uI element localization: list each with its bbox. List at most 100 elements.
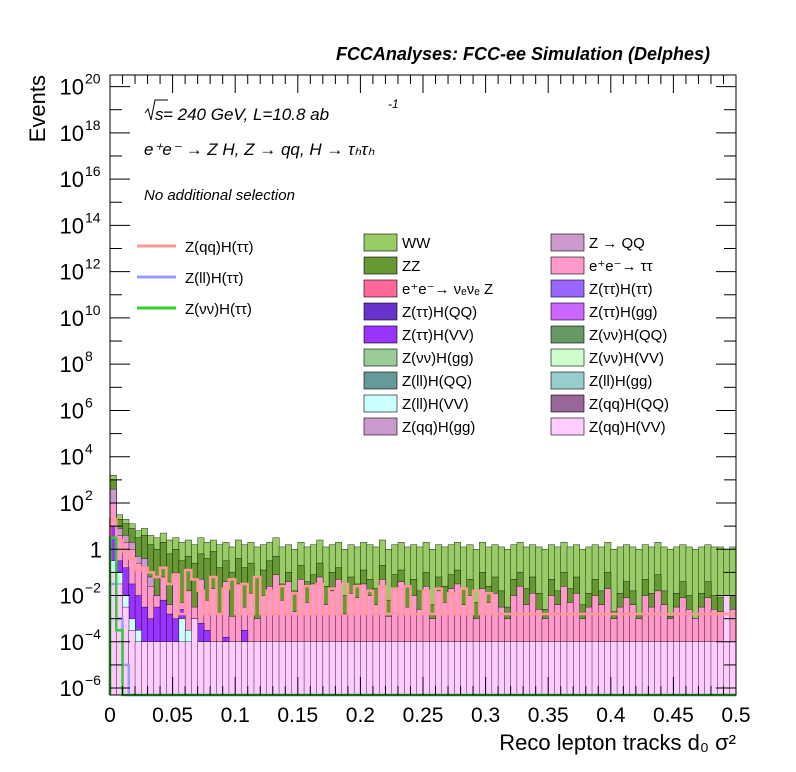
y-tick-exponent: 8	[85, 348, 93, 364]
bar-z-qq-h-vv-	[460, 641, 468, 696]
y-tick-exponent: 4	[85, 441, 93, 457]
y-tick-label: 1	[90, 537, 102, 562]
bar-z-qq-h-vv-	[385, 641, 393, 696]
y-tick-label: 10 20	[60, 71, 101, 100]
bar-z-qq-h-vv-	[184, 641, 192, 696]
bar-z-qq-h-vv-	[648, 641, 656, 696]
axes: 0 0.05 0.1 0.15 0.2 0.25 0.3 0.35 0.4 0.45 0.510 −6…	[60, 71, 751, 727]
bar-z-qq-h-vv-	[604, 641, 612, 696]
legend-box-swatch	[363, 348, 398, 367]
y-tick-base: 10	[60, 167, 84, 192]
bar-z-qq-h-vv-	[285, 641, 292, 696]
bar-z-qq-h-vv-	[272, 641, 280, 696]
legend-box-swatch	[363, 325, 398, 344]
legend-line-label: Z(νν)H(ττ)	[185, 301, 252, 318]
y-tick-exponent: 2	[85, 487, 93, 503]
bar-z-qq-h-vv-	[522, 641, 530, 696]
bar-z-qq-h-vv-	[723, 595, 731, 696]
bar-z-qq-h-vv-	[159, 641, 167, 696]
legend-box-label: Z → QQ	[589, 235, 645, 252]
legend-box-swatch	[550, 256, 585, 275]
bar-z-qq-h-vv-	[297, 641, 305, 696]
legend-box-swatch	[550, 233, 585, 252]
bar-z-qq-h-vv-	[660, 641, 668, 696]
bar-z-qq-h-vv-	[228, 641, 236, 696]
legend-box-label: Z(ττ)H(VV)	[402, 327, 474, 344]
bar-z-qq-h-vv-	[222, 641, 230, 696]
bar-z-qq-h-vv-	[641, 641, 649, 696]
legend-box-swatch	[363, 256, 398, 275]
bar-z-qq-h-vv-	[616, 641, 624, 696]
legend-box-swatch	[550, 394, 585, 413]
bar-z-qq-h-vv-	[391, 641, 399, 696]
y-tick-exponent: 16	[85, 163, 101, 179]
x-tick-label: 0.05	[152, 704, 193, 727]
y-tick-base: 10	[60, 584, 84, 609]
energy-text: = 240 GeV, L=10.8 ab	[163, 105, 329, 124]
legend-box-label: Z(ll)H(VV)	[402, 396, 469, 413]
bar-z-qq-h-vv-	[404, 641, 411, 696]
y-tick-exponent: 12	[85, 256, 101, 272]
legend: Z(qq)H(ττ) Z(ll)H(ττ) Z(νν)H(ττ) WW Z → QQ ZZ…	[137, 233, 669, 436]
x-tick-label: 0.35	[528, 704, 569, 727]
bar-z-qq-h-vv-	[554, 641, 562, 696]
energy-annotation: s = 240 GeV, L=10.8 ab -1	[144, 97, 399, 124]
stack-bars	[109, 475, 737, 696]
y-tick-exponent: 18	[85, 117, 101, 133]
legend-box-label: Z(ll)H(gg)	[589, 373, 652, 390]
bar-z-qq-h-vv-	[698, 641, 706, 696]
y-tick-base: 10	[60, 260, 84, 285]
bar-z-qq-h-vv-	[704, 641, 712, 696]
bar-z-qq-h-vv-	[234, 641, 242, 696]
bar-z-qq-h-vv-	[598, 641, 605, 696]
bar-z-qq-h-vv-	[729, 641, 737, 696]
y-tick-label: 10 16	[60, 163, 101, 192]
y-tick-label: 10 14	[60, 209, 101, 238]
y-tick-label: 10 −6	[60, 672, 102, 701]
y-tick-exponent: 10	[85, 302, 101, 318]
bar-z-qq-h-vv-	[654, 641, 662, 696]
process-annotation: e⁺e⁻ → Z H, Z → qq, H → τₕτₕ	[144, 140, 375, 159]
x-tick-label: 0.4	[596, 704, 626, 727]
y-tick-label: 10 6	[60, 394, 93, 423]
chart-title: FCCAnalyses: FCC-ee Simulation (Delphes)	[336, 44, 710, 64]
bar-z-qq-h-vv-	[303, 641, 311, 696]
bar-z-qq-h-vv-	[717, 641, 724, 696]
legend-box-label: Z(ττ)H(gg)	[589, 304, 658, 321]
bar-z-qq-h-vv-	[573, 641, 580, 696]
bar-z-qq-h-vv-	[548, 641, 555, 696]
legend-box-label: Z(qq)H(gg)	[402, 419, 475, 436]
legend-box-swatch	[363, 394, 398, 413]
bar-z-qq-h-vv-	[510, 641, 518, 696]
legend-box-swatch	[363, 371, 398, 390]
bar-z-qq-h-vv-	[485, 641, 493, 696]
bar-z-qq-h-vv-	[372, 641, 380, 696]
bar-z-qq-h-vv-	[441, 641, 449, 696]
bar-z-qq-h-vv-	[147, 641, 155, 696]
x-tick-label: 0.2	[346, 704, 375, 727]
bar-z-qq-h-vv-	[216, 641, 224, 696]
bar-z-qq-h-vv-	[710, 641, 718, 696]
bar-z-qq-h-vv-	[310, 641, 317, 696]
y-tick-exponent: 6	[85, 394, 93, 410]
bar-z-qq-h-vv-	[322, 641, 330, 696]
y-tick-exponent: 20	[85, 71, 101, 87]
bar-z-qq-h-vv-	[241, 641, 249, 696]
bar-z-qq-h-vv-	[291, 641, 299, 696]
legend-box-swatch	[363, 233, 398, 252]
bar-z-qq-h-vv-	[516, 641, 524, 696]
legend-box-swatch	[363, 417, 398, 436]
sqrt-icon	[144, 99, 168, 121]
legend-box-label: WW	[402, 235, 431, 252]
y-tick-label: 10 −2	[60, 580, 102, 609]
x-tick-label: 0.25	[403, 704, 444, 727]
legend-box-label: e⁺e⁻→ ττ	[589, 258, 653, 275]
bar-z-qq-h-vv-	[429, 641, 436, 696]
legend-box-label: Z(ττ)H(ττ)	[589, 281, 653, 298]
bar-z-qq-h-vv-	[397, 641, 405, 696]
bar-z-qq-h-vv-	[685, 641, 693, 696]
bar-z-qq-h-vv-	[560, 641, 568, 696]
y-tick-base: 10	[60, 445, 84, 470]
bar-z-qq-h-vv-	[203, 641, 211, 696]
